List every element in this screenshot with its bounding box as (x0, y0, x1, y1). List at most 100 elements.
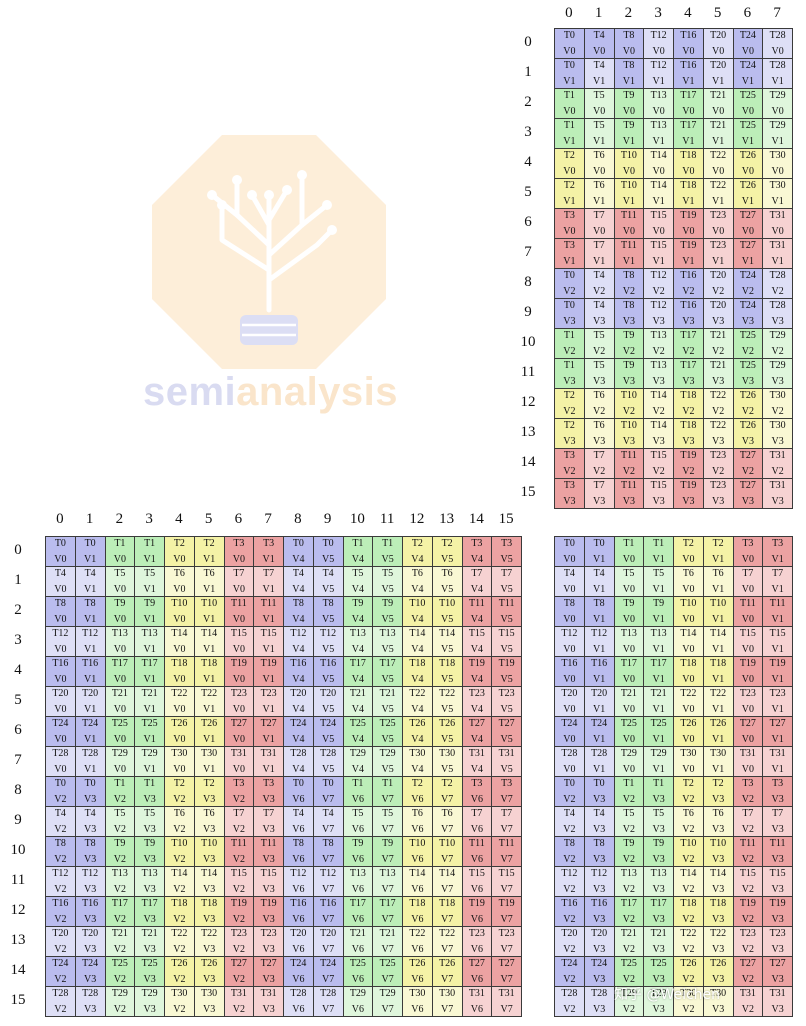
thread-label: T21 (620, 688, 637, 699)
value-label: V1 (771, 136, 784, 147)
column-header: 10 (349, 511, 365, 527)
value-label: V2 (232, 794, 245, 805)
grid-cell: T29 V0 (613, 746, 645, 777)
row-header: 1 (524, 64, 532, 80)
thread-label: T20 (52, 688, 69, 699)
grid-cell: T31 V1 (762, 238, 793, 269)
value-label: V2 (771, 286, 784, 297)
value-label: V5 (381, 674, 394, 685)
value-label: V2 (54, 794, 67, 805)
thread-label: T15 (650, 480, 667, 491)
thread-label: T2 (563, 180, 575, 191)
value-label: V0 (563, 764, 576, 775)
grid-cell: T31 V3 (762, 478, 793, 509)
thread-label: T12 (650, 60, 667, 71)
value-label: V2 (682, 346, 695, 357)
row-header: 6 (524, 214, 532, 230)
value-label: V3 (712, 436, 725, 447)
value-label: V2 (622, 346, 635, 357)
thread-label: T25 (141, 718, 158, 729)
value-label: V3 (712, 824, 725, 835)
thread-label: T30 (171, 748, 188, 759)
grid-cell: T15 V5 (491, 626, 522, 657)
value-label: V0 (682, 704, 695, 715)
thread-label: T28 (769, 270, 786, 281)
grid-cell: T4 V0 (554, 566, 585, 597)
value-label: V5 (441, 584, 454, 595)
row-header: 10 (520, 334, 536, 350)
grid-cell: T0 V2 (554, 776, 585, 807)
grid-cell: T22 V5 (431, 686, 463, 717)
value-label: V2 (682, 406, 695, 417)
value-label: V0 (54, 764, 67, 775)
thread-label: T6 (712, 568, 724, 579)
thread-label: T31 (769, 210, 786, 221)
column-header: 3 (145, 511, 153, 527)
thread-label: T5 (623, 568, 635, 579)
value-label: V1 (682, 136, 695, 147)
thread-label: T15 (230, 628, 247, 639)
thread-label: T18 (680, 150, 697, 161)
thread-label: T2 (682, 538, 694, 549)
value-label: V2 (622, 944, 635, 955)
value-label: V2 (113, 794, 126, 805)
value-label: V3 (771, 1004, 784, 1015)
thread-label: T19 (260, 658, 277, 669)
thread-label: T27 (739, 718, 756, 729)
value-label: V3 (712, 854, 725, 865)
thread-label: T25 (379, 718, 396, 729)
value-label: V1 (593, 196, 606, 207)
value-label: V1 (262, 644, 275, 655)
grid-cell: T25 V1 (643, 716, 674, 747)
grid-cell: T27 V0 (732, 208, 764, 239)
value-label: V2 (563, 406, 576, 417)
thread-label: T24 (290, 718, 307, 729)
thread-label: T4 (593, 270, 605, 281)
thread-label: T25 (620, 958, 637, 969)
grid-cell: T28 V0 (762, 28, 793, 59)
value-label: V0 (652, 46, 665, 57)
value-label: V4 (351, 704, 364, 715)
grid-cell: T19 V1 (762, 656, 793, 687)
grid-cell: T3 V2 (554, 448, 585, 479)
value-label: V0 (741, 764, 754, 775)
value-label: V0 (563, 584, 576, 595)
grid-cell: T12 V3 (643, 298, 674, 329)
grid-cell: T1 V3 (643, 776, 674, 807)
thread-label: T14 (650, 420, 667, 431)
value-label: V0 (771, 46, 784, 57)
value-label: V1 (84, 554, 97, 565)
thread-label: T29 (769, 90, 786, 101)
value-label: V5 (441, 734, 454, 745)
value-label: V5 (381, 554, 394, 565)
grid-cell: T14 V3 (643, 418, 674, 449)
grid-cell: T13 V2 (643, 328, 674, 359)
grid-cell: T13 V5 (372, 626, 403, 657)
thread-label: T11 (260, 598, 277, 609)
thread-label: T1 (382, 778, 394, 789)
thread-label: T8 (563, 598, 575, 609)
thread-label: T6 (712, 808, 724, 819)
thread-label: T6 (593, 150, 605, 161)
grid-cell: T16 V0 (554, 656, 585, 687)
value-label: V1 (203, 614, 216, 625)
value-label: V1 (771, 584, 784, 595)
thread-label: T0 (593, 538, 605, 549)
grid-cell: T3 V0 (732, 536, 764, 567)
thread-label: T23 (710, 240, 727, 251)
grid-cell: T15 V0 (643, 208, 674, 239)
value-label: V1 (84, 734, 97, 745)
thread-label: T13 (650, 330, 667, 341)
thread-label: T27 (739, 240, 756, 251)
value-label: V5 (441, 764, 454, 775)
thread-label: T25 (349, 718, 366, 729)
grid-cell: T12 V2 (643, 268, 674, 299)
thread-label: T6 (173, 568, 185, 579)
value-label: V1 (563, 256, 576, 267)
column-header: 8 (294, 511, 302, 527)
value-label: V4 (470, 614, 483, 625)
grid-cell: T27 V5 (491, 716, 522, 747)
grid-cell: T23 V2 (732, 926, 764, 957)
thread-label: T31 (260, 748, 277, 759)
value-label: V2 (712, 346, 725, 357)
